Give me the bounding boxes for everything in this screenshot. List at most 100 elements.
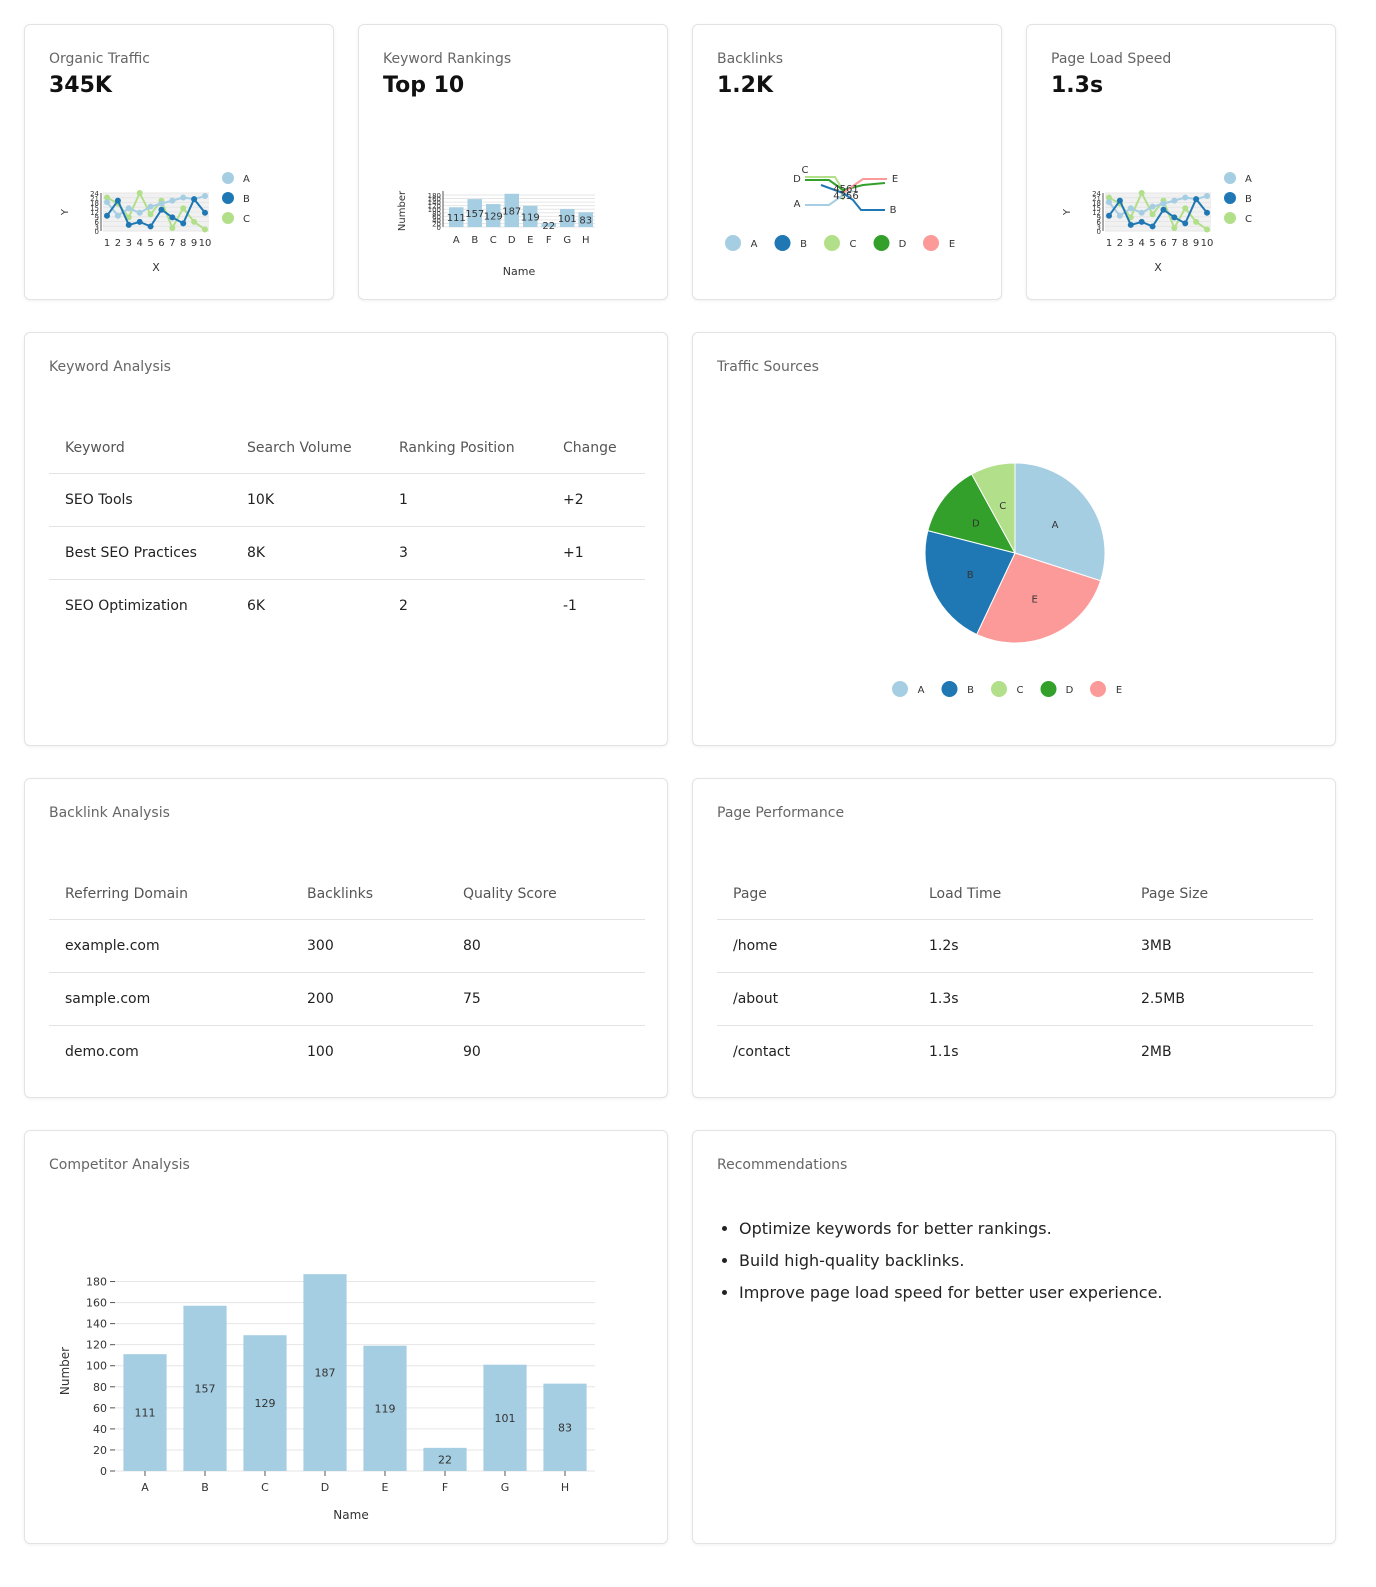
bar-value-label: 187 — [315, 1367, 336, 1380]
pie-label-B: B — [967, 570, 974, 581]
kpi-value: 1.3s — [1051, 73, 1104, 98]
table-cell: -1 — [563, 598, 577, 614]
traffic-sources-card: Traffic Sources A E B D C A B C D E — [692, 332, 1336, 746]
table-row[interactable]: example.com 300 80 — [49, 919, 645, 973]
x-tick-label: 3 — [1128, 238, 1134, 249]
bar-value-label: 157 — [195, 1382, 216, 1395]
table-cell: demo.com — [65, 1044, 139, 1060]
bar-value-label: 111 — [135, 1407, 156, 1420]
bar-value-label: 83 — [558, 1421, 572, 1434]
legend-label-A: A — [918, 685, 925, 696]
legend-label-D: D — [1066, 685, 1074, 696]
table-row[interactable]: SEO Optimization 6K 2 -1 — [49, 580, 645, 633]
data-point-A — [1204, 193, 1210, 200]
table-row[interactable]: SEO Tools 10K 1 +2 — [49, 473, 645, 527]
card-title: Traffic Sources — [717, 359, 819, 375]
series-line-B — [1108, 197, 1208, 228]
data-point-C — [147, 211, 154, 218]
table-cell: 10K — [231, 473, 383, 527]
bar-value-label: 157 — [465, 209, 484, 220]
table-cell: 1.1s — [929, 1044, 959, 1060]
table-cell: /about — [717, 972, 913, 1026]
bar-value-label: 129 — [255, 1397, 276, 1410]
x-tick-label: B — [201, 1481, 209, 1494]
data-point-B — [202, 209, 208, 216]
y-tick-label: 24 — [1092, 190, 1101, 198]
table-cell: 100 — [307, 1044, 334, 1060]
table-cell: sample.com — [49, 972, 291, 1026]
pie-slice-D — [927, 473, 1016, 554]
x-axis-label: Name — [503, 265, 536, 278]
table-row[interactable]: /home 1.2s 3MB — [717, 919, 1313, 973]
data-point-B — [114, 197, 121, 204]
table-cell: Best SEO Practices — [49, 526, 231, 580]
y-tick-label: 160 — [86, 1297, 107, 1310]
y-tick-label: 21 — [90, 195, 99, 203]
data-point-A — [1116, 212, 1123, 219]
y-tick-label: 18 — [1092, 200, 1101, 208]
x-tick-label: G — [501, 1481, 510, 1494]
data-point-C — [1149, 211, 1156, 218]
flow-value-label: 4356 — [833, 191, 858, 202]
flow-line-A — [805, 190, 854, 206]
bar-A — [123, 1354, 167, 1471]
table-header-row: Keyword Search Volume Ranking Position C… — [49, 423, 645, 474]
legend-swatch-C — [222, 212, 234, 224]
pie-slice-A — [1014, 462, 1106, 582]
x-tick-label: B — [471, 235, 478, 246]
table-row[interactable]: /contact 1.1s 2MB — [717, 1026, 1313, 1079]
x-tick-label: E — [527, 235, 533, 246]
column-header[interactable]: Referring Domain — [49, 869, 291, 920]
legend-swatch-E — [923, 235, 939, 251]
x-tick-label: 2 — [115, 238, 121, 249]
data-point-A — [125, 205, 132, 212]
kpi-value: Top 10 — [383, 73, 465, 98]
table-cell: SEO Tools — [49, 473, 231, 527]
table-row[interactable]: Best SEO Practices 8K 3 +1 — [49, 526, 645, 580]
x-tick-label: 10 — [199, 238, 212, 249]
table-cell: 6K — [247, 598, 266, 614]
column-header[interactable]: Ranking Position — [383, 423, 547, 474]
y-tick-label: 18 — [90, 200, 99, 208]
legend-label-C: C — [1017, 685, 1024, 696]
pie-slice-B — [924, 530, 1016, 636]
table-row[interactable]: sample.com 200 75 — [49, 972, 645, 1026]
data-point-C — [1204, 226, 1210, 233]
card-title: Backlink Analysis — [49, 805, 170, 821]
column-header[interactable]: Page Size — [1125, 869, 1313, 920]
legend-swatch-B — [222, 192, 234, 204]
y-tick-label: 15 — [90, 204, 99, 212]
data-point-A — [158, 200, 165, 207]
y-tick-label: 21 — [1092, 195, 1101, 203]
column-header[interactable]: Keyword — [49, 423, 231, 474]
table-cell: 75 — [447, 972, 645, 1026]
column-header[interactable]: Search Volume — [231, 423, 383, 474]
data-point-B — [1204, 209, 1210, 216]
bar-D — [303, 1274, 347, 1471]
y-tick-label: 15 — [1092, 204, 1101, 212]
y-tick-label: 20 — [432, 220, 441, 228]
table-cell: 3MB — [1125, 919, 1313, 973]
data-point-B — [1106, 212, 1112, 219]
legend-swatch-C — [824, 235, 840, 251]
bar-G — [560, 209, 575, 227]
bar-value-label: 83 — [579, 216, 592, 227]
x-tick-label: A — [141, 1481, 149, 1494]
column-header[interactable]: Quality Score — [447, 869, 645, 920]
table-row[interactable]: demo.com 100 90 — [49, 1026, 645, 1079]
node-label-E: E — [892, 174, 898, 185]
x-tick-label: 8 — [180, 238, 186, 249]
y-tick-label: 9 — [1097, 214, 1101, 222]
column-header[interactable]: Load Time — [913, 869, 1125, 920]
column-header[interactable]: Page — [717, 869, 913, 920]
column-header[interactable]: Backlinks — [291, 869, 447, 920]
x-tick-label: E — [382, 1481, 389, 1494]
table-cell: 2 — [399, 598, 408, 614]
table-row[interactable]: /about 1.3s 2.5MB — [717, 972, 1313, 1026]
data-point-B — [191, 196, 198, 203]
x-tick-label: 1 — [104, 238, 110, 249]
x-tick-label: 5 — [147, 238, 153, 249]
y-tick-label: 160 — [428, 196, 441, 204]
column-header[interactable]: Change — [547, 423, 645, 474]
data-point-B — [158, 206, 165, 213]
